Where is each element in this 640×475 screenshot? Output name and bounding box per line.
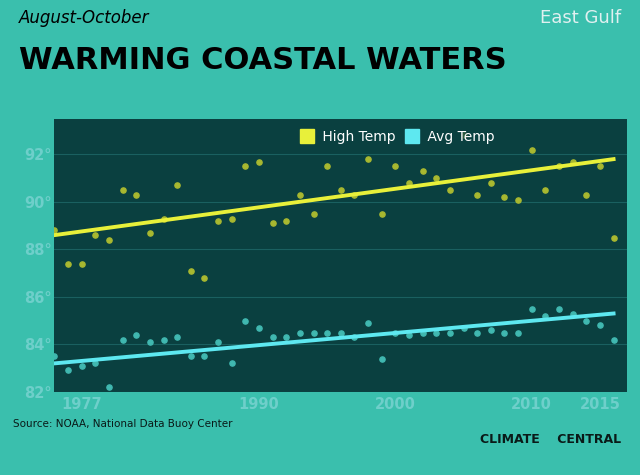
Point bbox=[77, 260, 87, 267]
Point bbox=[308, 210, 319, 218]
Point bbox=[104, 383, 114, 391]
Point bbox=[104, 236, 114, 244]
Point bbox=[281, 333, 291, 341]
Point bbox=[63, 367, 73, 374]
Point bbox=[458, 324, 468, 332]
Point bbox=[499, 329, 509, 336]
Point bbox=[227, 360, 237, 367]
Point bbox=[363, 155, 373, 163]
Point bbox=[227, 215, 237, 222]
Point bbox=[445, 329, 455, 336]
Point bbox=[63, 260, 73, 267]
Point bbox=[90, 231, 100, 239]
Point bbox=[527, 305, 537, 313]
Point bbox=[363, 319, 373, 327]
Point bbox=[172, 181, 182, 189]
Point bbox=[349, 333, 360, 341]
Point bbox=[199, 352, 209, 360]
Point bbox=[295, 191, 305, 199]
Point bbox=[390, 162, 401, 170]
Point bbox=[49, 227, 60, 234]
Point bbox=[322, 162, 332, 170]
Point bbox=[240, 317, 250, 324]
Point bbox=[158, 336, 168, 343]
Point bbox=[186, 352, 196, 360]
Point bbox=[472, 329, 483, 336]
Point bbox=[268, 219, 278, 227]
Point bbox=[431, 329, 442, 336]
Point bbox=[445, 186, 455, 194]
Point bbox=[118, 186, 128, 194]
Text: Source: NOAA, National Data Buoy Center: Source: NOAA, National Data Buoy Center bbox=[13, 418, 232, 428]
Point bbox=[540, 186, 550, 194]
Point bbox=[513, 196, 524, 203]
Point bbox=[513, 329, 524, 336]
Text: August-October: August-October bbox=[19, 9, 150, 27]
Point bbox=[431, 174, 442, 182]
Point bbox=[376, 210, 387, 218]
Point bbox=[540, 312, 550, 320]
Point bbox=[595, 322, 605, 329]
Point bbox=[172, 333, 182, 341]
Point bbox=[554, 162, 564, 170]
Point bbox=[336, 329, 346, 336]
Point bbox=[254, 158, 264, 165]
Text: East Gulf: East Gulf bbox=[540, 9, 621, 27]
Point bbox=[131, 331, 141, 339]
Point bbox=[568, 310, 578, 317]
Point bbox=[199, 274, 209, 282]
Point bbox=[595, 162, 605, 170]
Point bbox=[486, 326, 496, 334]
Point bbox=[472, 191, 483, 199]
Point bbox=[417, 329, 428, 336]
Point bbox=[499, 193, 509, 201]
Point bbox=[376, 355, 387, 362]
Point bbox=[186, 267, 196, 275]
Point bbox=[568, 158, 578, 165]
Point bbox=[609, 336, 619, 343]
Point bbox=[281, 217, 291, 225]
Point bbox=[486, 179, 496, 187]
Point bbox=[417, 167, 428, 175]
Point bbox=[404, 331, 414, 339]
Point bbox=[581, 191, 591, 199]
Point bbox=[90, 360, 100, 367]
Point bbox=[254, 324, 264, 332]
Point bbox=[118, 336, 128, 343]
Point bbox=[213, 217, 223, 225]
Point bbox=[131, 191, 141, 199]
Point bbox=[349, 191, 360, 199]
Point bbox=[458, 132, 468, 139]
Point bbox=[527, 146, 537, 153]
Text: WARMING COASTAL WATERS: WARMING COASTAL WATERS bbox=[19, 46, 507, 75]
Text: CLIMATE    CENTRAL: CLIMATE CENTRAL bbox=[479, 433, 621, 446]
Point bbox=[49, 352, 60, 360]
Point bbox=[404, 179, 414, 187]
Point bbox=[308, 329, 319, 336]
Point bbox=[240, 162, 250, 170]
Point bbox=[322, 329, 332, 336]
Point bbox=[336, 186, 346, 194]
Point bbox=[581, 317, 591, 324]
Point bbox=[158, 215, 168, 222]
Point bbox=[145, 229, 155, 237]
Point bbox=[390, 329, 401, 336]
Legend:  High Temp,  Avg Temp: High Temp, Avg Temp bbox=[294, 123, 502, 151]
Point bbox=[554, 305, 564, 313]
Point bbox=[145, 338, 155, 346]
Point bbox=[609, 234, 619, 241]
Point bbox=[295, 329, 305, 336]
Point bbox=[213, 338, 223, 346]
Point bbox=[77, 362, 87, 370]
Point bbox=[268, 333, 278, 341]
